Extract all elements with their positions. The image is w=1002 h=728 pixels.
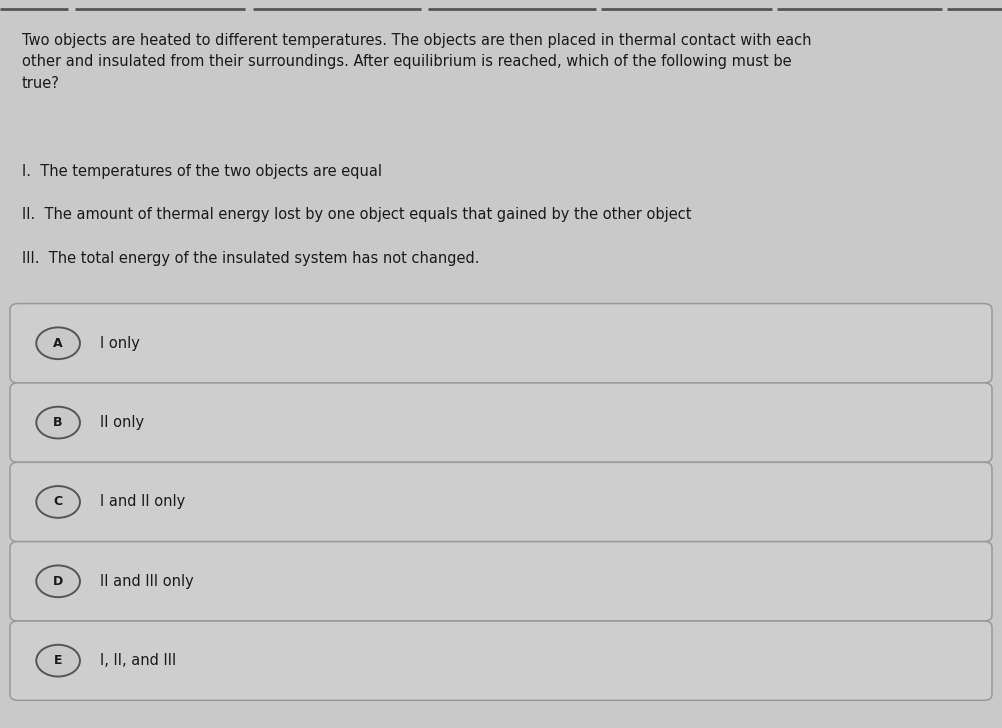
FancyBboxPatch shape: [10, 383, 992, 462]
Text: Two objects are heated to different temperatures. The objects are then placed in: Two objects are heated to different temp…: [22, 33, 812, 91]
Text: I.  The temperatures of the two objects are equal: I. The temperatures of the two objects a…: [22, 164, 382, 179]
FancyBboxPatch shape: [10, 621, 992, 700]
Text: II and III only: II and III only: [100, 574, 194, 589]
Circle shape: [36, 566, 80, 597]
Text: D: D: [53, 575, 63, 587]
Text: III.  The total energy of the insulated system has not changed.: III. The total energy of the insulated s…: [22, 251, 480, 266]
Text: II only: II only: [100, 415, 144, 430]
Circle shape: [36, 328, 80, 359]
FancyBboxPatch shape: [10, 542, 992, 621]
Text: II.  The amount of thermal energy lost by one object equals that gained by the o: II. The amount of thermal energy lost by…: [22, 207, 691, 223]
Text: E: E: [54, 654, 62, 667]
Circle shape: [36, 407, 80, 438]
Text: I, II, and III: I, II, and III: [100, 653, 176, 668]
Text: A: A: [53, 337, 63, 349]
Circle shape: [36, 486, 80, 518]
Circle shape: [36, 645, 80, 676]
Text: I only: I only: [100, 336, 140, 351]
Text: C: C: [53, 496, 63, 508]
FancyBboxPatch shape: [10, 462, 992, 542]
FancyBboxPatch shape: [10, 304, 992, 383]
Text: I and II only: I and II only: [100, 494, 185, 510]
Text: B: B: [53, 416, 63, 429]
